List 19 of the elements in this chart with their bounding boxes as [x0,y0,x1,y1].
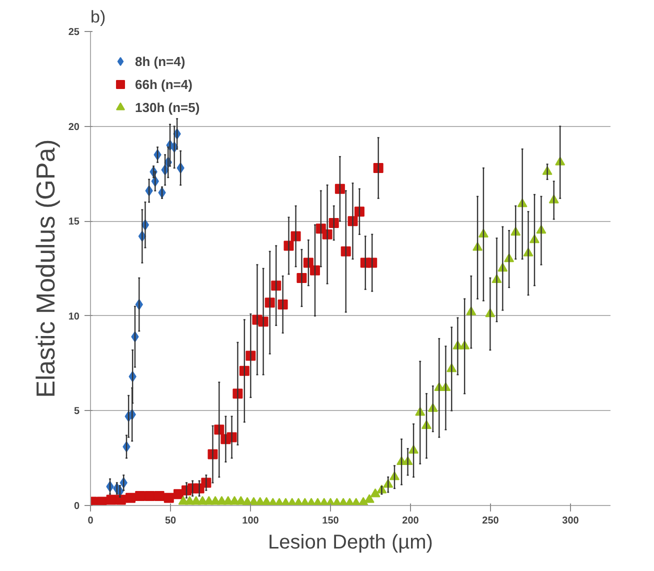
x-axis-title: Lesion Depth (µm) [268,532,433,554]
legend-label: 66h (n=4) [135,76,192,92]
x-tick-label: 150 [322,516,340,526]
x-tick-label: 0 [88,516,94,526]
y-tick-label: 10 [68,311,80,322]
y-tick-label: 25 [68,27,80,38]
y-axis-title: Elastic Modulus (GPa) [30,139,60,398]
y-tick-label: 5 [74,406,80,418]
x-tick-label: 200 [402,516,420,526]
chart-title: b) [90,8,106,26]
y-tick-label: 15 [68,216,80,228]
x-tick-label: 300 [562,516,580,526]
x-tick-label: 100 [242,516,260,526]
legend-label: 130h (n=5) [135,100,200,114]
x-tick-label: 50 [164,516,176,526]
legend-label: 8h (n=4) [135,54,186,68]
y-tick-label: 0 [74,501,80,512]
y-tick-label: 20 [68,122,80,133]
x-tick-label: 250 [482,516,500,526]
